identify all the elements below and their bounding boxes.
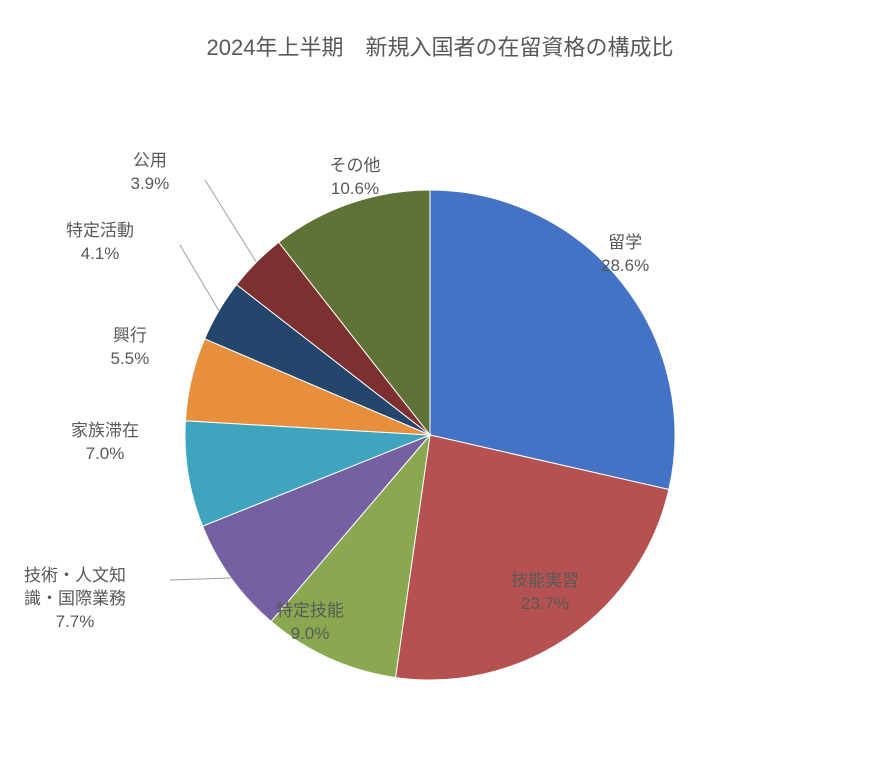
leader-line	[180, 245, 219, 311]
leader-line	[205, 180, 256, 262]
slice-label: 興行5.5%	[111, 325, 150, 371]
slice-label: 技術・人文知識・国際業務7.7%	[24, 565, 126, 634]
slice-label: 特定技能9.0%	[276, 600, 344, 646]
slice-label: 技能実習23.7%	[511, 570, 579, 616]
slice-label: 留学28.6%	[601, 232, 649, 278]
slice-label: その他10.6%	[330, 155, 381, 201]
leader-line	[170, 578, 231, 580]
pie-svg	[0, 0, 880, 769]
pie-chart-container: 2024年上半期 新規入国者の在留資格の構成比 留学28.6%技能実習23.7%…	[0, 0, 880, 769]
slice-label: 特定活動4.1%	[66, 220, 134, 266]
slice-label: 公用3.9%	[131, 150, 170, 196]
slice-label: 家族滞在7.0%	[71, 420, 139, 466]
